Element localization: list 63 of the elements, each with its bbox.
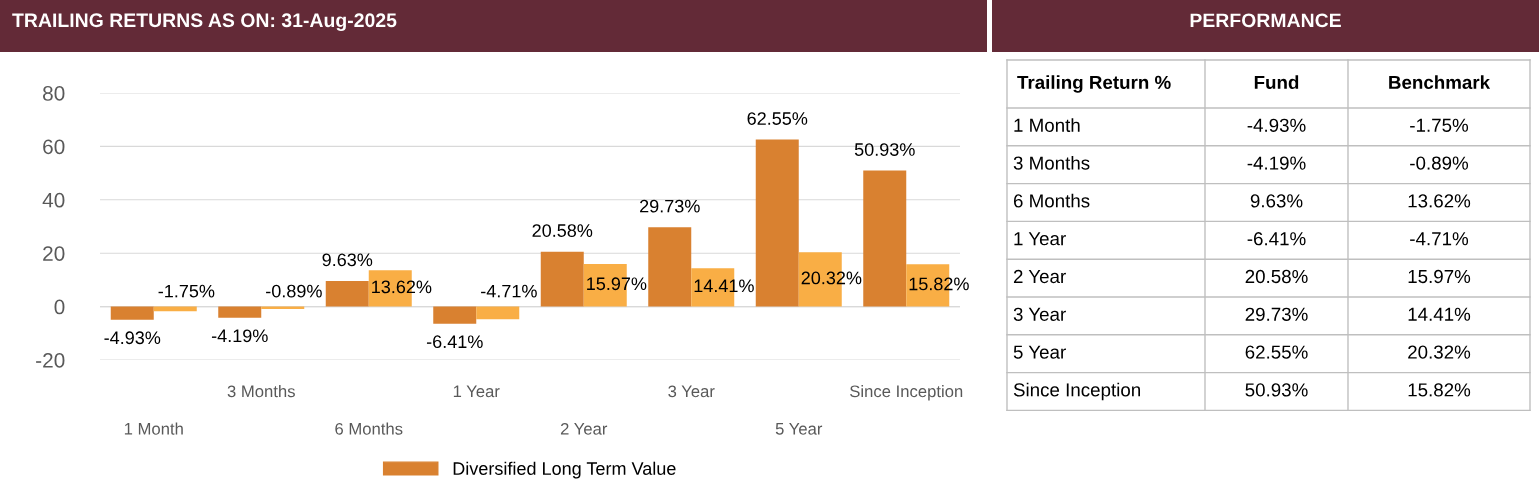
category-label: 6 Months <box>1013 193 1090 208</box>
y-tick-label: 0 <box>54 299 65 315</box>
data-label: -1.75% <box>158 284 215 298</box>
y-tick-label: 60 <box>43 139 65 155</box>
data-label: -4.93% <box>104 331 161 345</box>
data-label: 9.63% <box>1250 194 1303 208</box>
data-label: -4.19% <box>211 329 268 343</box>
data-label: 50.93% <box>854 143 915 156</box>
data-label: -4.93% <box>1247 118 1306 132</box>
bar <box>325 280 369 307</box>
chart-title: TRAILING RETURNS AS ON: 31-Aug-2025 <box>12 13 397 32</box>
category-label: 1 Year <box>1014 232 1066 246</box>
x-tick-label: 1 Year <box>453 385 500 398</box>
data-label: -6.41% <box>1247 232 1306 246</box>
x-tick-label: 6 Months <box>335 422 403 435</box>
data-label: 13.62% <box>1408 194 1471 208</box>
text: Trailing Return % <box>1017 75 1171 93</box>
data-label: 14.41% <box>1408 307 1471 321</box>
data-label: -1.75% <box>1410 118 1469 132</box>
data-label: 62.55% <box>1245 345 1308 359</box>
text: Fund <box>1254 75 1299 90</box>
data-label: 15.97% <box>1408 269 1471 284</box>
data-label: 20.32% <box>1408 345 1471 359</box>
data-label: 9.63% <box>322 253 373 267</box>
data-label: -6.41% <box>426 335 483 349</box>
category-label: 3 Year <box>1013 307 1066 321</box>
x-tick-label: Since Inception <box>850 385 963 401</box>
x-tick-label: 1 Month <box>124 422 183 435</box>
data-label: 62.55% <box>747 112 808 125</box>
y-tick-label: 80 <box>43 86 65 101</box>
data-label: 20.58% <box>1245 269 1308 284</box>
data-label: 50.93% <box>1245 383 1308 397</box>
bar <box>540 251 584 307</box>
bar <box>648 227 692 307</box>
data-label: 29.73% <box>640 199 700 213</box>
text: Benchmark <box>1389 75 1491 90</box>
text: PERFORMANCE <box>1190 13 1341 28</box>
category-label: 1 Month <box>1014 118 1080 132</box>
x-tick-label: 3 Year <box>668 385 715 398</box>
bar <box>433 306 477 324</box>
y-tick-label: 40 <box>42 192 65 208</box>
data-label: 29.73% <box>1245 307 1308 321</box>
data-label: -0.89% <box>1410 156 1469 170</box>
legend-label: Diversified Long Term Value <box>453 461 676 479</box>
bar <box>863 170 907 307</box>
x-tick-label: 3 Months <box>227 385 295 398</box>
bar <box>218 306 262 318</box>
data-label: -0.89% <box>266 284 322 298</box>
category-label: 3 Months <box>1013 155 1090 170</box>
bar <box>110 306 154 320</box>
x-tick-label: 2 Year <box>560 422 608 435</box>
bar <box>476 306 520 320</box>
data-label: -4.71% <box>1410 232 1469 246</box>
data-label: 20.58% <box>532 224 593 237</box>
x-tick-label: 5 Year <box>775 423 823 435</box>
data-label: -4.71% <box>481 284 537 298</box>
y-tick-label: 20 <box>43 246 65 261</box>
bar <box>755 139 799 307</box>
data-label: 15.82% <box>1408 383 1471 397</box>
category-label: 5 Year <box>1013 345 1066 359</box>
y-tick-label: -20 <box>36 353 65 368</box>
data-label: -4.19% <box>1247 156 1306 170</box>
category-label: 2 Year <box>1013 269 1066 284</box>
